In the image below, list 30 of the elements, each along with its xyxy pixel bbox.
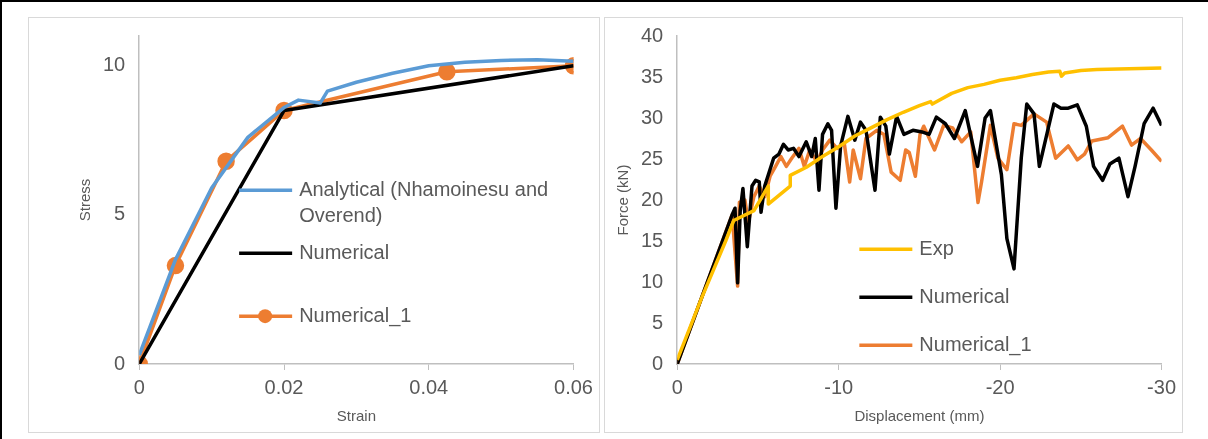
x-tick-label: 0 (671, 375, 683, 398)
y-tick-label: 0 (114, 351, 126, 374)
y-axis-title: Force (kN) (614, 164, 632, 236)
y-axis-title: Stress (76, 178, 94, 222)
legend-label: Numerical_1 (299, 303, 412, 327)
legend-label: Numerical (299, 240, 390, 263)
x-tick-label: -30 (1147, 375, 1176, 398)
x-axis-title: Displacement (mm) (854, 407, 985, 425)
x-axis-title: Strain (336, 407, 376, 425)
legend-label: Numerical (919, 284, 1010, 307)
y-tick-label: 30 (641, 105, 664, 128)
y-tick-label: 10 (103, 53, 126, 76)
legend-label: Exp (919, 236, 954, 259)
x-tick-label: -20 (985, 375, 1015, 398)
x-tick-label: -10 (824, 375, 854, 398)
y-tick-label: 5 (114, 202, 126, 225)
x-tick-label: 0 (133, 375, 145, 398)
y-tick-label: 0 (652, 351, 664, 374)
y-tick-label: 20 (641, 187, 664, 210)
y-tick-label: 10 (641, 269, 664, 292)
y-tick-label: 35 (641, 64, 664, 87)
y-tick-label: 25 (641, 146, 664, 169)
x-tick-label: 0.06 (554, 375, 594, 398)
legend-label: Numerical_1 (919, 332, 1032, 356)
y-tick-label: 5 (652, 310, 664, 333)
x-tick-label: 0.02 (264, 375, 304, 398)
x-tick-label: 0.04 (409, 375, 449, 398)
legend-label: Analytical (Nhamoinesu and Overend) (299, 177, 549, 226)
y-tick-label: 40 (641, 23, 664, 46)
y-tick-label: 15 (641, 228, 664, 251)
